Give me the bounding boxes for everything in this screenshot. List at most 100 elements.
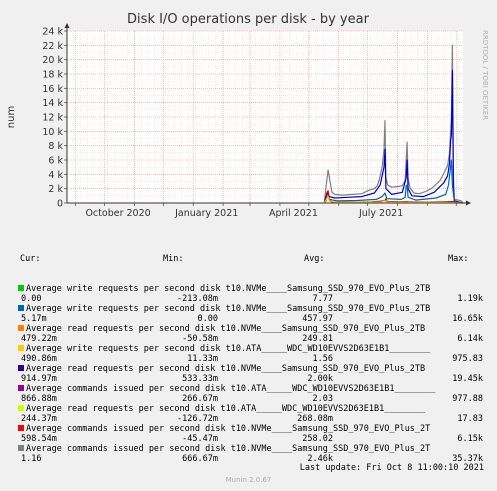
legend-value-avg: 249.81 [302,334,333,344]
legend-header-min: Min: [163,254,184,264]
axes: 0 2 k 4 k 6 k 8 k 10 k 12 k 14 k 16 k 18 k 20 k 22 … [42,23,471,219]
legend-value-min: -50.58m [182,334,218,344]
legend-value-cur: 490.86m [21,354,57,364]
legend-value-max: 35.37k [452,454,483,464]
legend-value-cur: 1.16 [21,454,42,464]
series-line [323,159,464,204]
legend-value-max: 16.65k [452,314,483,324]
legend-row: Average write requests per second disk t… [0,284,497,304]
legend-row: Average read requests per second disk t1… [0,324,497,344]
y-tick-label: 18 k [42,70,63,81]
legend-row: Average write requests per second disk t… [0,344,497,364]
rrdtool-watermark: RRDTOOL / TOBI OETIKER [481,30,489,120]
legend-value-avg: 2.46k [307,454,333,464]
chart-area: Disk I/O operations per disk - by year n… [6,12,489,219]
y-tick-label: 12 k [42,113,63,124]
legend-swatch [18,445,24,451]
legend-value-max: 6.15k [457,434,483,444]
series-lines [323,44,464,204]
legend-swatch [18,325,24,331]
legend-header-max: Max: [448,254,469,264]
legend-value-cur: 866.88m [21,394,57,404]
legend-row: Average commands issued per second disk … [0,384,497,404]
legend-value-cur: 479.22m [21,334,57,344]
x-tick-label: January 2021 [174,208,238,219]
legend-label: Average commands issued per second disk … [26,424,431,434]
legend-value-max: 19.45k [452,374,483,384]
legend-value-min: 266.67m [182,394,218,404]
legend-label: Average commands issued per second disk … [26,444,431,454]
legend-value-max: 6.14k [457,334,483,344]
legend-value-max: 977.88 [452,394,483,404]
y-tick-label: 14 k [42,98,63,109]
y-tick-label: 8 k [48,141,63,152]
legend-header-cur: Cur: [20,254,41,264]
y-tick-label: 4 k [48,170,63,181]
legend-value-cur: 5.17m [21,314,47,324]
legend-value-avg: 2.00k [307,374,333,384]
series-line [323,196,464,204]
legend-value-min: 11.33m [187,354,218,364]
legend-value-avg: 1.56 [312,354,333,364]
series-line [323,69,464,204]
legend-value-min: 666.67m [182,454,218,464]
y-tick-label: 16 k [42,84,63,95]
legend-value-avg: 268.08m [297,414,333,424]
legend-label: Average write requests per second disk t… [26,304,431,314]
legend-label: Average read requests per second disk t1… [26,324,426,334]
y-tick-label: 22 k [42,41,63,52]
legend-value-min: -45.47m [182,434,218,444]
y-tick-label: 20 k [42,55,63,66]
x-axis-arrow [466,200,471,206]
legend: Cur: Min: Avg: Max: Average write reques… [0,234,497,474]
x-tick-label: October 2020 [85,208,150,219]
legend-swatch [18,365,24,371]
legend-value-avg: 2.03 [312,394,333,404]
legend-row: Average commands issued per second disk … [0,424,497,444]
legend-label: Average read requests per second disk t1… [26,364,426,374]
legend-value-cur: 0.00 [21,294,42,304]
legend-label: Average write requests per second disk t… [26,284,431,294]
legend-value-cur: 914.97m [21,374,57,384]
legend-row: Average read requests per second disk t1… [0,404,497,424]
legend-rows: Average write requests per second disk t… [0,284,497,464]
legend-swatch [18,305,24,311]
legend-value-cur: 244.37m [21,414,57,424]
y-tick-label: 10 k [42,127,63,138]
legend-swatch [18,405,24,411]
legend-value-min: -126.72m [177,414,218,424]
legend-value-max: 1.19k [457,294,483,304]
legend-value-min: -213.08m [177,294,218,304]
legend-value-min: 533.33m [182,374,218,384]
legend-label: Average write requests per second disk t… [26,344,431,354]
legend-swatch [18,345,24,351]
legend-value-max: 17.83 [457,414,483,424]
grid [66,30,463,203]
y-axis-arrow [64,23,70,28]
legend-value-avg: 258.02 [302,434,333,444]
legend-header-avg: Avg: [304,254,325,264]
y-tick-label: 2 k [48,184,63,195]
legend-header: Cur: Min: Avg: Max: [0,254,497,264]
x-tick-label: July 2021 [358,208,403,219]
legend-label: Average read requests per second disk t1… [26,404,426,414]
legend-swatch [18,425,24,431]
legend-label: Average commands issued per second disk … [26,384,436,394]
chart-title: Disk I/O operations per disk - by year [127,12,370,27]
legend-row: Average read requests per second disk t1… [0,364,497,384]
munin-version: Munin 2.0.67 [225,476,272,484]
legend-row: Average commands issued per second disk … [0,444,497,464]
legend-value-max: 975.83 [452,354,483,364]
legend-row: Average write requests per second disk t… [0,304,497,324]
legend-value-min: 0.00 [197,314,218,324]
y-axis-label: num [6,106,17,128]
y-tick-label: 24 k [42,27,63,38]
legend-value-avg: 7.77 [312,294,333,304]
legend-value-cur: 598.54m [21,434,57,444]
y-tick-label: 0 [57,199,63,210]
x-tick-label: April 2021 [269,208,318,219]
last-update: Last update: Fri Oct 8 11:00:10 2021 [299,463,484,473]
legend-swatch [18,285,24,291]
legend-swatch [18,385,24,391]
y-tick-label: 6 k [48,156,63,167]
